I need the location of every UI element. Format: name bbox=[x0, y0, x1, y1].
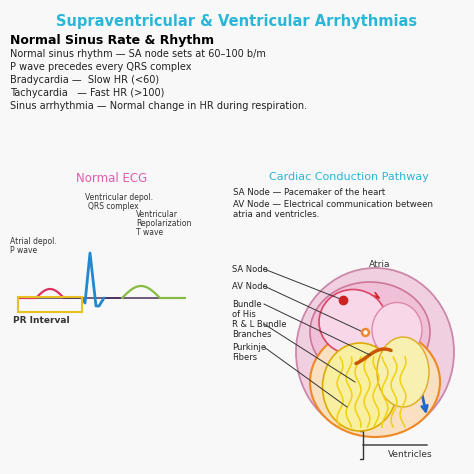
Ellipse shape bbox=[377, 337, 429, 407]
Ellipse shape bbox=[310, 327, 440, 437]
Text: Normal ECG: Normal ECG bbox=[76, 172, 147, 185]
Text: Atrial depol.: Atrial depol. bbox=[10, 237, 57, 246]
Text: Cardiac Conduction Pathway: Cardiac Conduction Pathway bbox=[269, 172, 429, 182]
Ellipse shape bbox=[310, 282, 430, 382]
Text: QRS complex: QRS complex bbox=[88, 202, 138, 211]
Text: Tachycardia   — Fast HR (>100): Tachycardia — Fast HR (>100) bbox=[10, 88, 164, 98]
Text: Ventricular depol.: Ventricular depol. bbox=[85, 193, 153, 202]
Text: Ventricles: Ventricles bbox=[388, 450, 432, 459]
Text: P wave: P wave bbox=[10, 246, 37, 255]
Text: PR Interval: PR Interval bbox=[13, 316, 70, 325]
Ellipse shape bbox=[319, 290, 387, 355]
Text: Normal sinus rhythm — SA node sets at 60–100 b/m: Normal sinus rhythm — SA node sets at 60… bbox=[10, 49, 266, 59]
Text: Sinus arrhythmia — Normal change in HR during respiration.: Sinus arrhythmia — Normal change in HR d… bbox=[10, 101, 307, 111]
Text: Repolarization: Repolarization bbox=[136, 219, 191, 228]
Text: Bradycardia —  Slow HR (<60): Bradycardia — Slow HR (<60) bbox=[10, 75, 159, 85]
Text: Supraventricular & Ventricular Arrhythmias: Supraventricular & Ventricular Arrhythmi… bbox=[56, 14, 418, 29]
Text: AV Node: AV Node bbox=[232, 282, 268, 291]
Text: Bundle
of His: Bundle of His bbox=[232, 300, 262, 319]
Bar bbox=[18, 297, 82, 312]
Ellipse shape bbox=[296, 268, 454, 436]
Text: SA Node — Pacemaker of the heart: SA Node — Pacemaker of the heart bbox=[233, 188, 385, 197]
Ellipse shape bbox=[322, 343, 398, 431]
Text: Purkinje
Fibers: Purkinje Fibers bbox=[232, 343, 266, 363]
Text: R & L Bundle
Branches: R & L Bundle Branches bbox=[232, 320, 286, 339]
Text: Ventricular: Ventricular bbox=[136, 210, 178, 219]
Text: AV Node — Electrical communication between
atria and ventricles.: AV Node — Electrical communication betwe… bbox=[233, 200, 433, 219]
Text: SA Node: SA Node bbox=[232, 265, 268, 274]
Ellipse shape bbox=[372, 302, 422, 357]
Text: P wave precedes every QRS complex: P wave precedes every QRS complex bbox=[10, 62, 191, 72]
Text: Normal Sinus Rate & Rhythm: Normal Sinus Rate & Rhythm bbox=[10, 34, 214, 47]
Text: Atria: Atria bbox=[369, 260, 391, 269]
Text: T wave: T wave bbox=[136, 228, 163, 237]
